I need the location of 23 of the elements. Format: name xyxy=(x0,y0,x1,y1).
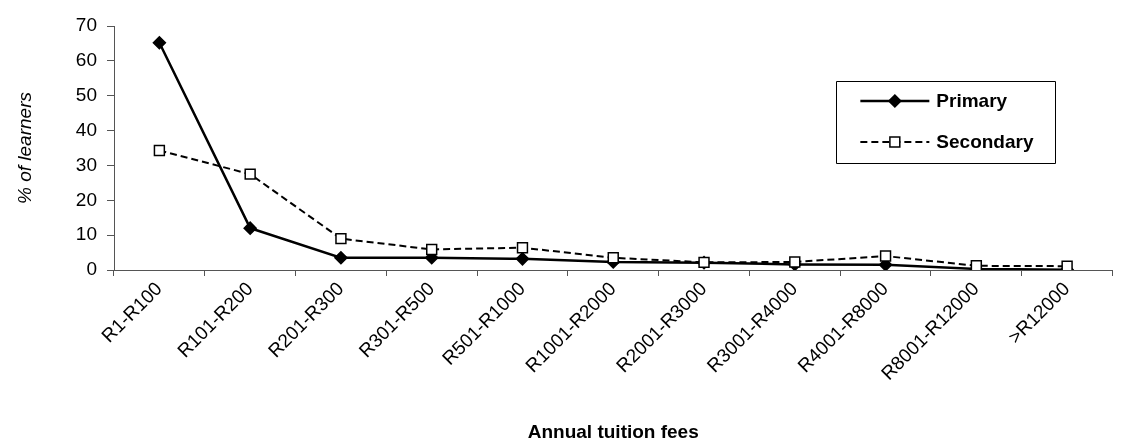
point xyxy=(879,250,892,262)
point xyxy=(152,35,167,50)
y-tick-label: 70 xyxy=(75,14,97,36)
x-axis-title: Annual tuition fees xyxy=(527,420,699,442)
y-tick-label: 40 xyxy=(75,118,97,140)
y-tick-label: 20 xyxy=(75,188,97,210)
point xyxy=(607,252,619,264)
point xyxy=(515,252,530,266)
point xyxy=(335,232,347,245)
legend-label: Secondary xyxy=(936,131,1034,153)
y-tick-label: 0 xyxy=(86,258,97,280)
y-axis-title: % of learners xyxy=(13,91,35,204)
point xyxy=(153,144,166,157)
point xyxy=(516,241,529,254)
y-tick-label: 10 xyxy=(75,223,97,245)
point xyxy=(426,243,438,256)
y-tick-label: 30 xyxy=(75,153,97,175)
y-tick-label: 50 xyxy=(75,83,97,105)
point xyxy=(334,251,348,265)
y-tick-label: 60 xyxy=(75,49,97,71)
legend-label: Primary xyxy=(936,90,1008,112)
point xyxy=(243,221,257,235)
point xyxy=(244,168,256,180)
